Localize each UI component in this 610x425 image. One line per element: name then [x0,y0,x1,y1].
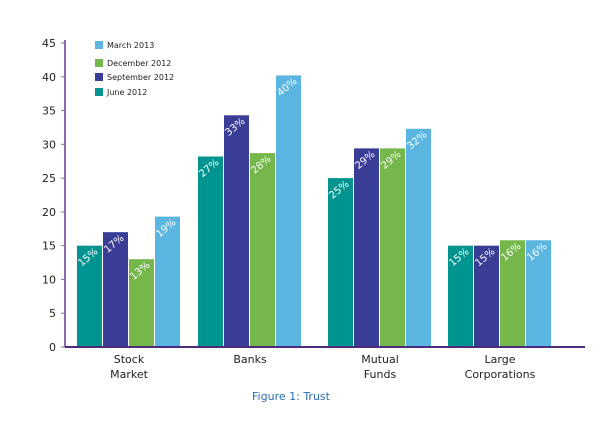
category-label: Market [110,368,148,381]
category-label: Funds [364,368,397,381]
y-tick-label: 35 [42,105,56,118]
chart-title: Figure 1: Trust [252,390,331,403]
category-label: Large [485,353,516,366]
legend-swatch [95,73,103,81]
bar [77,245,102,347]
bar [500,240,525,347]
bar [526,240,551,347]
bar [474,245,499,347]
bar [103,232,128,347]
y-tick-label: 20 [42,206,56,219]
y-tick-label: 25 [42,172,56,185]
bar [155,216,180,347]
y-tick-label: 45 [42,37,56,50]
bar [129,259,154,347]
legend-swatch [95,59,103,67]
category-label: Banks [233,353,267,366]
bar [354,148,379,347]
bar [198,156,223,347]
bar [448,245,473,347]
legend-swatch [95,41,103,49]
y-tick-label: 5 [49,307,56,320]
category-label: Mutual [361,353,399,366]
bar [224,115,249,347]
legend-label: September 2012 [107,73,174,82]
legend-swatch [95,88,103,96]
y-tick-label: 10 [42,273,56,286]
category-label: Corporations [465,368,536,381]
legend-label: March 2013 [107,41,154,50]
y-tick-label: 0 [49,341,56,354]
y-tick-label: 30 [42,138,56,151]
bar [406,128,431,347]
category-label: Stock [114,353,145,366]
bar [250,153,275,347]
y-tick-label: 40 [42,71,56,84]
bar [276,75,301,347]
bar [328,178,353,347]
bar [380,148,405,347]
legend-label: June 2012 [106,88,147,97]
y-tick-label: 15 [42,240,56,253]
legend-label: December 2012 [107,59,171,68]
